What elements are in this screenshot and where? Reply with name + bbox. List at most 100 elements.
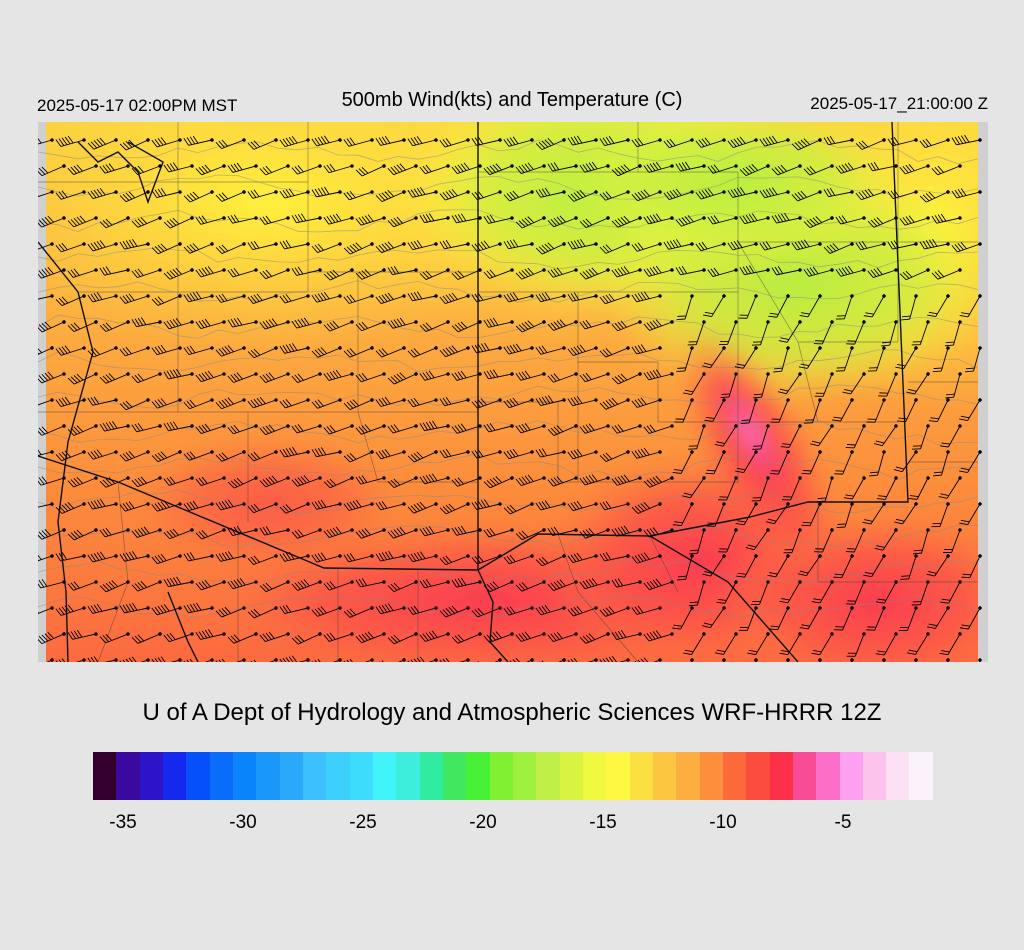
wind-barb [119,346,150,357]
wind-barb [483,423,514,433]
wind-barb [869,450,886,477]
wind-barb [215,138,246,149]
wind-barb [407,291,438,302]
wind-barb [151,656,182,662]
wind-barb [195,579,226,591]
wind-barb [867,267,898,278]
wind-barb [311,291,342,303]
wind-barb [503,292,534,303]
wind-barb [451,423,482,434]
wind-barb [183,398,214,410]
wind-barb [119,656,150,662]
county-line [478,401,658,483]
wind-barb [823,187,854,198]
wind-barb [38,658,54,662]
wind-barb [419,473,450,485]
colorbar-swatch [209,752,233,800]
wind-barb [599,552,630,562]
wind-barb [387,632,418,645]
wind-barb [503,190,534,202]
wind-barb [38,476,66,486]
wind-barb [745,528,770,551]
wind-barb [567,396,598,407]
wind-barb [279,398,310,409]
wind-barb [833,606,854,631]
wind-barb [151,137,182,148]
wind-barb [771,212,802,224]
wind-barb [727,240,758,251]
wind-barb [259,631,290,642]
wind-barb [631,447,662,459]
wind-barb [734,346,758,369]
wind-barb [355,528,386,539]
sonora-chihuahua-border [477,569,509,662]
wind-barb [38,447,54,459]
wind-barb [215,606,246,618]
wind-barb [515,267,546,280]
wind-barb [567,605,598,617]
wind-barb [323,320,354,332]
wind-barb [611,630,642,641]
colorbar-swatch [139,752,163,800]
wind-barb [419,268,450,280]
wind-barb [151,604,182,616]
temperature-contour [38,314,979,339]
wind-barb [343,450,374,463]
wind-barb [183,500,214,511]
wind-barb [739,213,770,225]
wind-barb [99,163,130,174]
wind-barb [99,476,130,488]
wind-barb [279,502,310,514]
wind-barb [483,317,514,328]
colorbar-swatch [606,752,630,800]
wind-barb [809,658,822,662]
wind-barb [855,138,886,150]
wind-barb [55,501,86,514]
wind-barb [908,476,930,500]
wind-barb [291,164,322,175]
wind-barb [823,135,854,146]
wind-barb [215,450,246,462]
wind-barb [387,216,418,228]
colorbar-swatch [489,752,513,800]
wind-barb [355,214,386,226]
wind-barb [503,606,534,616]
wind-barb [702,554,726,577]
wind-barb [778,320,802,343]
wind-barb [215,397,246,410]
wind-barb [375,501,406,511]
wind-barb [535,554,566,567]
wind-barb [611,372,642,385]
wind-barb [579,372,610,383]
wind-barb [727,187,758,198]
wind-barb [579,423,610,434]
wind-barb [845,528,866,553]
wind-barb [611,164,642,177]
wind-barb [771,266,802,276]
wind-barb [343,346,374,358]
wind-barb [163,162,194,173]
wind-barb [813,320,834,345]
wind-barb [439,188,470,201]
wind-barb [407,346,438,358]
wind-barb [707,164,738,174]
wind-barb [387,580,418,593]
wind-barb [451,476,482,487]
wind-barb [163,318,194,330]
wind-barb [682,476,706,499]
wind-barb [503,448,534,460]
temperature-contour [38,174,979,200]
wind-barb [419,578,450,589]
wind-barb [535,242,566,255]
colorbar-swatch [746,752,770,800]
wind-barb [814,372,834,397]
wind-barb [477,658,502,662]
wind-barb [926,554,950,577]
wind-barb [611,424,642,434]
wind-barb [375,292,406,305]
colorbar-tick-label: -15 [589,812,617,833]
wind-barb [715,658,726,662]
wind-barb [119,138,150,151]
map-right-edge [978,122,988,662]
wind-barb [99,580,130,593]
